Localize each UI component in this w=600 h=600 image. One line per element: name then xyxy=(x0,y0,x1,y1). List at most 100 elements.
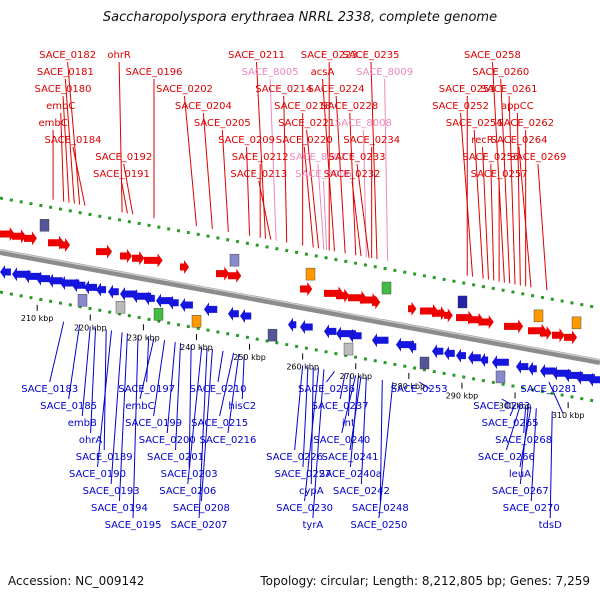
forward-gene-arrow xyxy=(564,330,578,345)
feature-block xyxy=(267,328,278,342)
forward-gene-arrow xyxy=(12,229,27,244)
forward-gene-arrow xyxy=(504,319,524,334)
reverse-label-leader xyxy=(146,337,150,383)
label-leader-lines xyxy=(49,61,564,519)
forward-gene-label: SACE_0228 xyxy=(321,101,378,112)
forward-label-leader xyxy=(64,78,75,204)
feature-block xyxy=(495,370,506,384)
reverse-label-leader xyxy=(219,352,235,417)
forward-gene-label: SACE_8008 xyxy=(335,118,392,129)
forward-label-leader xyxy=(120,180,128,214)
forward-gene-label: SACE_0181 xyxy=(37,67,94,78)
forward-label-leader xyxy=(356,163,370,258)
forward-gene-arrow xyxy=(480,315,494,329)
reverse-gene-label: SACE_0281 xyxy=(520,384,577,395)
feature-block xyxy=(343,342,354,356)
reverse-label-leader xyxy=(187,346,203,485)
reverse-label-leader xyxy=(549,411,553,519)
reverse-gene-arrow xyxy=(84,280,98,295)
reverse-gene-label: SACE_0216 xyxy=(199,435,256,446)
reverse-gene-label: SACE_0190 xyxy=(69,469,126,480)
backbone-highlight xyxy=(0,249,600,361)
forward-label-leader xyxy=(67,61,81,205)
forward-gene-label: embC xyxy=(46,101,75,112)
reverse-gene-label: SACE_0263 xyxy=(473,401,530,412)
reverse-gene-arrow xyxy=(540,364,556,378)
forward-gene-label: SACE_0209 xyxy=(218,135,275,146)
reverse-gene-arrow xyxy=(588,372,600,387)
forward-gene-label: appCC xyxy=(501,101,534,112)
forward-label-leader xyxy=(370,61,378,260)
reverse-gene-arrow xyxy=(108,284,119,299)
reverse-gene-arrow xyxy=(372,333,389,348)
reading-frame-dots xyxy=(0,196,600,404)
forward-label-leader xyxy=(221,129,229,232)
forward-gene-arrow xyxy=(540,326,552,340)
scale-tick-label: 290 kbp xyxy=(446,392,479,401)
reverse-gene-label: SACE_0193 xyxy=(83,486,140,497)
forward-label-leader xyxy=(473,129,484,279)
scale-tick-label: 240 kbp xyxy=(180,343,213,352)
forward-gene-label: SACE_8006 xyxy=(295,169,352,180)
forward-gene-arrow xyxy=(432,306,446,321)
forward-gene-label: SACE_0221 xyxy=(278,118,335,129)
reverse-label-leader xyxy=(294,365,304,451)
reverse-gene-label: SACE_0185 xyxy=(40,401,97,412)
forward-gene-label: SACE_0269 xyxy=(509,152,566,163)
reverse-gene-label: SACE_0230 xyxy=(276,503,333,514)
reverse-label-leader xyxy=(378,381,394,519)
feature-block xyxy=(381,281,392,295)
forward-label-leader xyxy=(246,146,251,236)
reverse-gene-arrow xyxy=(432,344,444,359)
forward-gene-arrow xyxy=(408,301,417,316)
reverse-label-leader xyxy=(418,381,431,390)
forward-label-leader xyxy=(508,95,516,285)
forward-label-leader xyxy=(118,61,123,213)
forward-gene-arrow xyxy=(0,227,15,241)
forward-label-leader xyxy=(317,163,325,250)
reverse-label-leader xyxy=(110,332,123,485)
feature-block xyxy=(533,309,544,323)
reverse-label-leader xyxy=(49,321,65,383)
reverse-gene-label: SACE_0208 xyxy=(173,503,230,514)
forward-gene-arrow xyxy=(444,308,453,323)
reverse-label-leader xyxy=(153,340,166,417)
forward-gene-label: ohrR xyxy=(107,50,131,61)
forward-gene-label: SACE_0256 xyxy=(462,152,519,163)
reverse-label-leader xyxy=(241,354,245,400)
forward-label-leader xyxy=(202,112,213,229)
forward-gene-label: SACE_0224 xyxy=(308,84,365,95)
forward-label-leader xyxy=(537,163,548,291)
forward-label-leader xyxy=(303,146,314,248)
reverse-gene-label: SACE_0236 xyxy=(298,384,355,395)
reverse-gene-arrow xyxy=(48,273,63,288)
reverse-label-leader xyxy=(81,326,91,417)
scale-tick-label: 210 kbp xyxy=(21,314,54,323)
reverse-frame-dots xyxy=(0,290,600,404)
reverse-gene-arrow xyxy=(480,353,489,367)
reverse-label-leader xyxy=(304,368,320,502)
feature-block xyxy=(77,294,88,307)
reverse-gene-arrow xyxy=(0,265,11,279)
forward-gene-label: SACE_0234 xyxy=(343,135,400,146)
forward-label-leader xyxy=(322,78,336,252)
reverse-gene-label: SACE_0266 xyxy=(478,452,535,463)
forward-gene-label: SACE_0258 xyxy=(464,50,521,61)
scale-tick-label: 230 kbp xyxy=(127,333,160,342)
forward-gene-arrow xyxy=(96,244,113,259)
forward-gene-arrow xyxy=(180,260,190,274)
accession-text: Accession: NC_009142 xyxy=(8,574,145,588)
reverse-gene-label: SACE_0268 xyxy=(495,435,552,446)
forward-gene-arrow xyxy=(144,253,163,268)
forward-gene-label: SACE_0218 xyxy=(274,101,331,112)
reverse-gene-arrow xyxy=(348,328,362,343)
reverse-label-leader xyxy=(198,347,208,519)
forward-gene-arrow xyxy=(552,328,565,343)
reverse-gene-label: SACE_0189 xyxy=(76,452,133,463)
feature-block xyxy=(191,315,202,328)
forward-gene-label: acsA xyxy=(311,67,335,78)
forward-gene-label: SACE_0211 xyxy=(228,50,285,61)
forward-label-leader xyxy=(490,163,495,281)
reverse-gene-label: SACE_0270 xyxy=(503,503,560,514)
reverse-label-leader xyxy=(175,343,182,451)
